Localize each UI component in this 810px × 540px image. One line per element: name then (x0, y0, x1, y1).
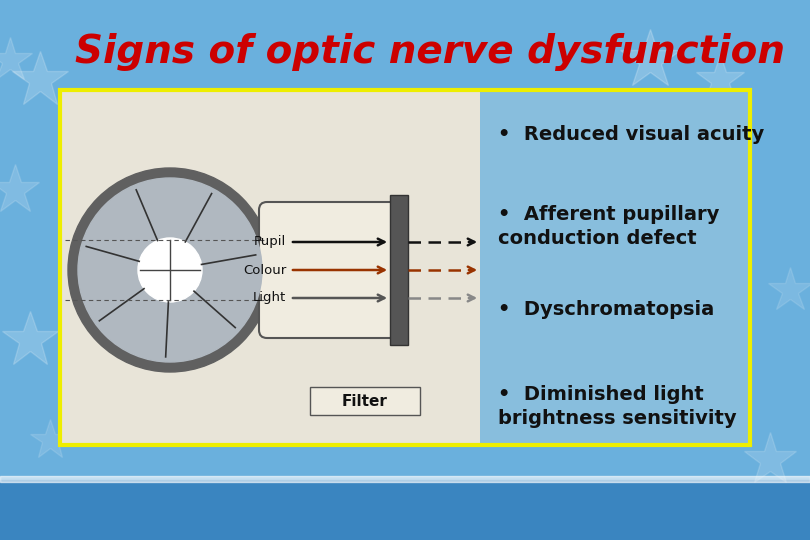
Bar (390, 195, 408, 345)
FancyBboxPatch shape (259, 202, 403, 338)
Bar (60, 90, 750, 445)
Text: •  Diminished light
brightness sensitivity: • Diminished light brightness sensitivit… (498, 385, 736, 428)
Circle shape (138, 238, 202, 302)
Bar (310, 387, 420, 415)
Text: •  Reduced visual acuity: • Reduced visual acuity (498, 125, 765, 144)
Text: •  Dyschromatopsia: • Dyschromatopsia (498, 300, 714, 319)
Text: Filter: Filter (342, 394, 388, 408)
Text: Colour: Colour (243, 264, 286, 276)
Bar (0, 480, 810, 540)
Circle shape (78, 178, 262, 362)
Circle shape (68, 168, 272, 372)
Bar (480, 90, 750, 445)
Text: •  Afferent pupillary
conduction defect: • Afferent pupillary conduction defect (498, 205, 719, 247)
Text: Light: Light (253, 292, 286, 305)
Bar (60, 90, 480, 445)
Text: Signs of optic nerve dysfunction: Signs of optic nerve dysfunction (75, 33, 785, 71)
Bar (0, 476, 810, 482)
Text: Pupil: Pupil (254, 235, 286, 248)
